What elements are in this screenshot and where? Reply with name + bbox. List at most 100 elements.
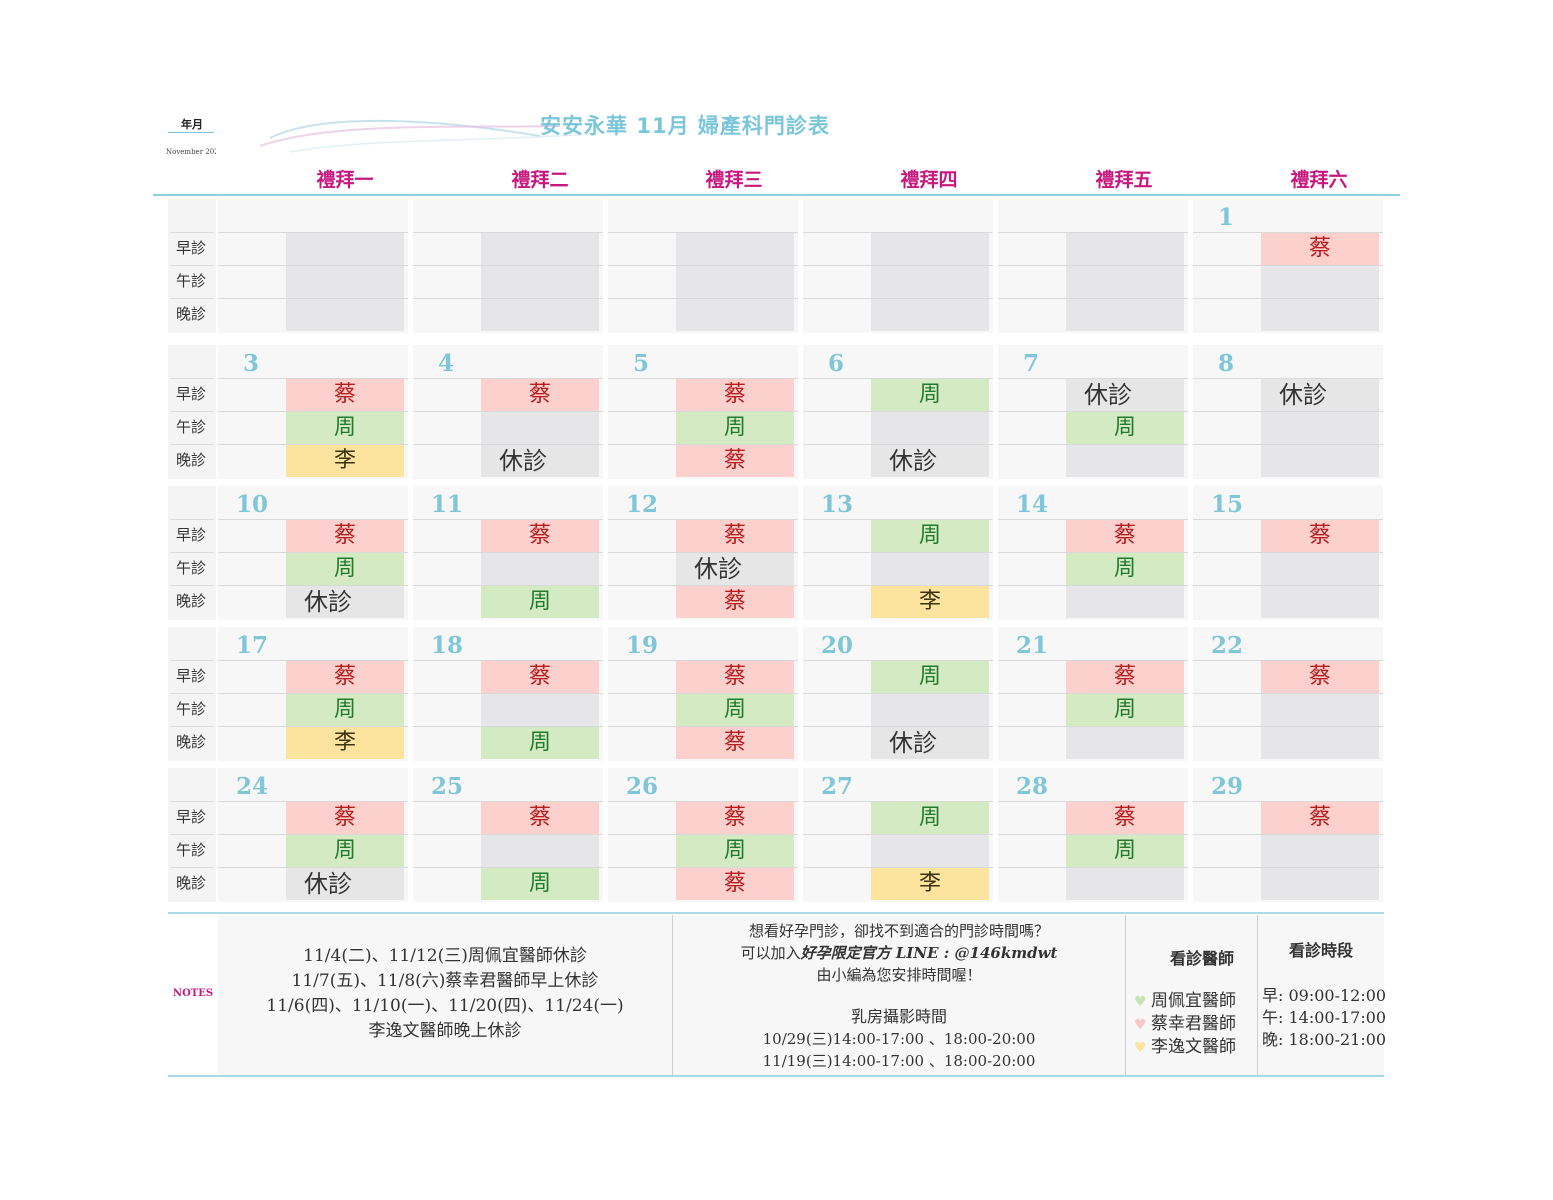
decorative-swoosh (259, 119, 591, 153)
hours-morning: 早: 09:00-12:00 (1262, 986, 1387, 1005)
notes-line: 11/7(五)、11/8(六)蔡幸君醫師早上休診 (291, 971, 599, 991)
empty-slot (481, 266, 599, 298)
day-cell-gridline (998, 867, 1188, 868)
shift-separator (170, 378, 214, 379)
mammography-date: 11/19(三)14:00-17:00 、18:00-20:00 (762, 1052, 1036, 1070)
day-cell-gridline (1193, 693, 1383, 694)
doctor-slot-li: 李 (286, 445, 404, 477)
hours-panel (1258, 915, 1384, 1075)
day-cell-gridline (1193, 867, 1383, 868)
day-cell-gridline (998, 801, 1188, 802)
empty-slot (286, 299, 404, 331)
shift-separator (170, 801, 214, 802)
shift-label: 早診 (175, 667, 206, 685)
empty-slot (676, 233, 794, 265)
day-number: 29 (1211, 773, 1244, 800)
closed-slot: 休診 (286, 586, 404, 618)
empty-slot (481, 299, 599, 331)
day-cell-gridline (1193, 660, 1383, 661)
hours-afternoon: 午: 14:00-17:00 (1262, 1008, 1387, 1027)
day-cell-gridline (998, 726, 1188, 727)
day-cell-gridline (998, 693, 1188, 694)
promo-panel (673, 915, 1125, 1075)
closed-slot: 休診 (1261, 379, 1379, 411)
day-cell-gridline (218, 801, 408, 802)
day-cell-gridline (413, 585, 603, 586)
empty-slot (1066, 727, 1184, 759)
shift-label: 午診 (175, 418, 206, 436)
empty-slot (1261, 835, 1379, 867)
day-cell-gridline (998, 552, 1188, 553)
empty-slot (1261, 266, 1379, 298)
day-cell-gridline (998, 298, 1188, 299)
notes-text: 11/4(二)、11/12(三)周佩宜醫師休診 11/7(五)、11/8(六)蔡… (218, 944, 672, 1044)
doctor-slot-cai: 蔡 (481, 661, 599, 693)
doctor-slot-zhou: 周 (871, 520, 989, 552)
day-cell-gridline (608, 444, 798, 445)
day-cell-gridline (998, 232, 1188, 233)
day-cell-gridline (413, 378, 603, 379)
day-number: 8 (1218, 350, 1235, 377)
day-cell-gridline (803, 867, 993, 868)
doctor-slot-cai: 蔡 (1066, 802, 1184, 834)
empty-slot (871, 266, 989, 298)
day-cell-gridline (608, 801, 798, 802)
empty-slot (481, 412, 599, 444)
mammography-title: 乳房攝影時間 (850, 1007, 947, 1026)
day-number: 5 (633, 350, 650, 377)
day-number: 12 (626, 491, 659, 518)
hours-title: 看診時段 (1288, 941, 1353, 960)
day-number: 14 (1016, 491, 1049, 518)
doctor-slot-zhou: 周 (481, 727, 599, 759)
day-cell-gridline (1193, 552, 1383, 553)
day-cell-gridline (608, 693, 798, 694)
empty-slot (481, 835, 599, 867)
day-cell-gridline (803, 585, 993, 586)
day-cell-gridline (218, 552, 408, 553)
shift-label: 午診 (175, 559, 206, 577)
empty-slot (871, 412, 989, 444)
day-cell-gridline (413, 801, 603, 802)
doctor-slot-cai: 蔡 (286, 520, 404, 552)
empty-slot (871, 553, 989, 585)
promo-text: 想看好孕門診，卻找不到適合的門診時間嗎？ 可以加入好孕限定官方 LINE : @… (673, 920, 1125, 1072)
doctor-slot-zhou: 周 (286, 553, 404, 585)
empty-slot (871, 233, 989, 265)
doctor-slot-cai: 蔡 (481, 802, 599, 834)
day-cell-gridline (218, 660, 408, 661)
doctor-slot-cai: 蔡 (676, 586, 794, 618)
shift-label-column (168, 345, 216, 479)
empty-slot (871, 694, 989, 726)
empty-slot (286, 233, 404, 265)
shift-separator (170, 834, 214, 835)
day-cell-gridline (803, 444, 993, 445)
shift-separator (170, 693, 214, 694)
day-cell-gridline (1193, 411, 1383, 412)
footer-bottom-rule (168, 1075, 1384, 1077)
day-number: 1 (1218, 204, 1235, 231)
footer-divider (1125, 915, 1126, 1075)
promo-line: 想看好孕門診，卻找不到適合的門診時間嗎？ (748, 922, 1049, 940)
day-cell-gridline (1193, 265, 1383, 266)
day-cell-gridline (608, 867, 798, 868)
empty-slot (871, 299, 989, 331)
shift-separator (170, 444, 214, 445)
doctor-legend-panel (1126, 915, 1257, 1075)
closed-slot: 休診 (1066, 379, 1184, 411)
doctor-slot-cai: 蔡 (286, 661, 404, 693)
shift-label: 晚診 (175, 305, 206, 323)
empty-slot (871, 835, 989, 867)
footer-divider (672, 915, 673, 1075)
weekday-header: 禮拜四 (900, 169, 958, 191)
empty-slot (676, 299, 794, 331)
weekday-header: 禮拜三 (705, 169, 763, 191)
day-number: 22 (1211, 632, 1244, 659)
empty-slot (1261, 868, 1379, 900)
shift-separator (170, 519, 214, 520)
empty-slot (1261, 412, 1379, 444)
day-cell-gridline (413, 298, 603, 299)
doctor-slot-cai: 蔡 (676, 379, 794, 411)
notes-line: 11/6(四)、11/10(一)、11/20(四)、11/24(一) (266, 996, 624, 1016)
day-cell-gridline (608, 378, 798, 379)
empty-slot (1261, 445, 1379, 477)
